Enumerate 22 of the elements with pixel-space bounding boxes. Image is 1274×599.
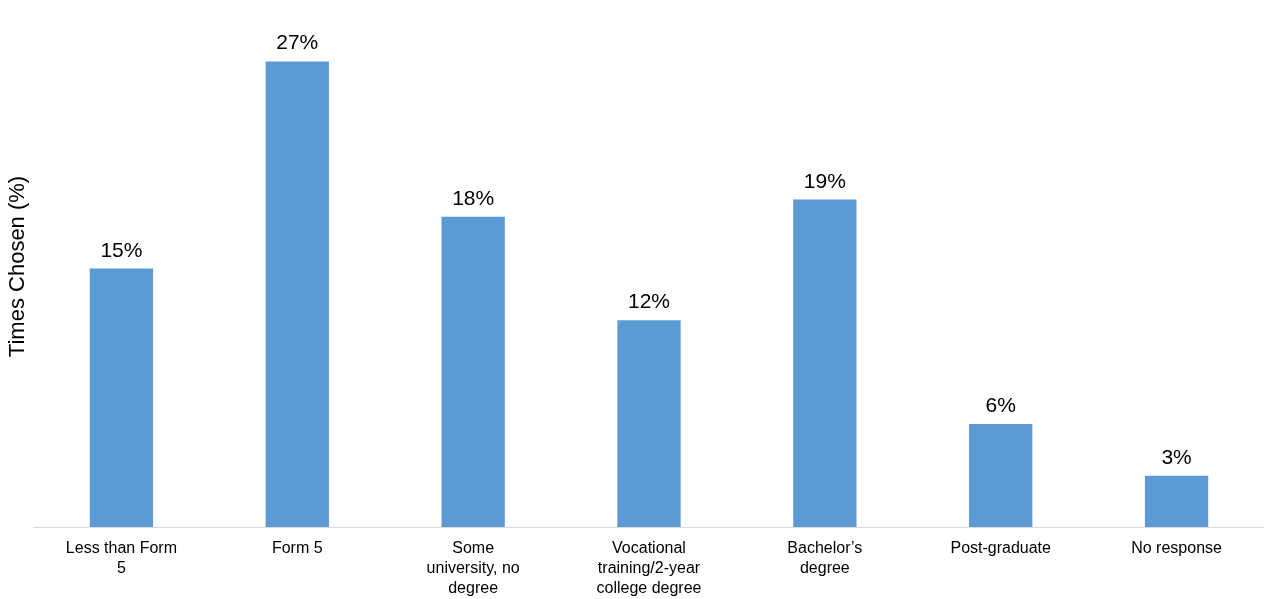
data-label: 18% — [452, 185, 495, 209]
x-tick-label: Vocational training/2-year college degree — [596, 538, 702, 597]
data-label: 12% — [627, 289, 671, 313]
data-label: 15% — [100, 237, 143, 261]
data-label: 27% — [276, 30, 319, 54]
bar — [617, 320, 681, 528]
bar — [1144, 475, 1209, 528]
x-tick-label: Post-graduate — [950, 538, 1052, 556]
data-label: 6% — [985, 392, 1016, 416]
data-label: 3% — [1161, 444, 1192, 468]
y-axis-title: Times Chosen (%) — [3, 175, 29, 358]
data-label: 19% — [803, 168, 846, 192]
x-tick-label: Some university, no degree — [426, 538, 520, 597]
bar — [441, 216, 505, 528]
x-tick-label: Less than Form 5 — [65, 538, 178, 576]
bar — [265, 61, 329, 528]
x-tick-label: Form 5 — [271, 538, 323, 556]
bar — [89, 268, 154, 528]
bar — [793, 199, 857, 528]
x-tick-label: Bachelor’s degree — [787, 538, 863, 576]
x-tick-label: No response — [1131, 538, 1223, 556]
bar — [969, 423, 1033, 528]
